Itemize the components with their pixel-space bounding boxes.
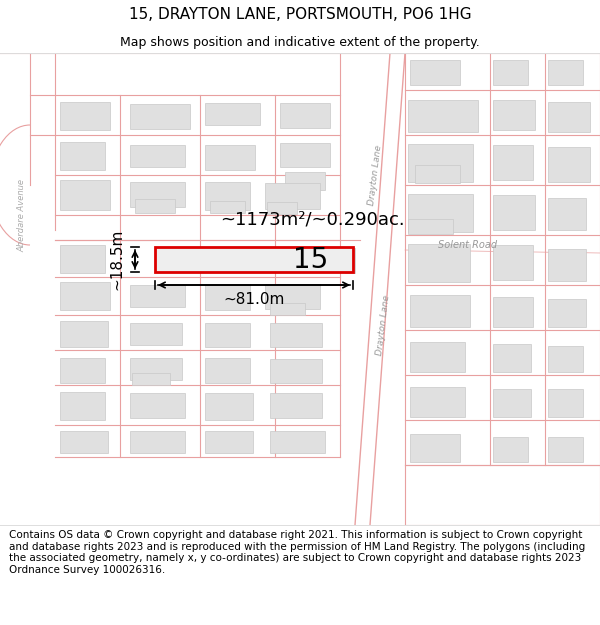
Bar bbox=[410, 295, 470, 327]
Bar bbox=[410, 434, 460, 462]
Bar bbox=[132, 373, 170, 385]
Bar bbox=[548, 299, 586, 327]
Bar bbox=[548, 437, 583, 462]
Bar bbox=[130, 323, 182, 345]
Bar bbox=[60, 321, 108, 347]
Bar bbox=[493, 245, 533, 280]
Bar bbox=[135, 199, 175, 213]
Bar bbox=[408, 144, 473, 182]
Bar bbox=[265, 183, 320, 209]
Bar bbox=[410, 342, 465, 372]
Text: Solent Road: Solent Road bbox=[439, 240, 497, 250]
Bar bbox=[415, 165, 460, 183]
Bar bbox=[130, 182, 185, 207]
Bar bbox=[205, 323, 250, 347]
Text: ~1173m²/~0.290ac.: ~1173m²/~0.290ac. bbox=[220, 211, 404, 229]
Bar bbox=[223, 254, 275, 267]
Bar bbox=[548, 249, 586, 281]
Bar bbox=[548, 147, 590, 182]
Bar bbox=[60, 245, 105, 273]
Bar bbox=[408, 219, 453, 234]
Bar bbox=[130, 431, 185, 453]
Text: Aberdare Avenue: Aberdare Avenue bbox=[17, 179, 26, 251]
Bar bbox=[270, 303, 305, 315]
Bar bbox=[130, 393, 185, 418]
Bar bbox=[60, 282, 110, 310]
Bar bbox=[60, 431, 108, 453]
Bar bbox=[493, 195, 535, 230]
Bar bbox=[548, 198, 586, 230]
Bar bbox=[130, 358, 182, 380]
Bar bbox=[60, 180, 110, 210]
Bar bbox=[493, 100, 535, 130]
Bar bbox=[270, 359, 322, 383]
Bar bbox=[408, 194, 473, 232]
Bar bbox=[493, 145, 533, 180]
Bar bbox=[493, 389, 531, 417]
Bar bbox=[493, 344, 531, 372]
Text: ~18.5m: ~18.5m bbox=[110, 229, 125, 290]
Bar bbox=[548, 102, 590, 132]
Bar bbox=[270, 393, 322, 418]
Bar bbox=[205, 182, 250, 210]
Bar bbox=[493, 297, 533, 327]
Bar bbox=[265, 284, 320, 309]
Bar bbox=[130, 104, 190, 129]
Bar bbox=[205, 285, 250, 310]
Bar bbox=[205, 358, 250, 383]
Bar bbox=[548, 389, 583, 417]
Bar bbox=[270, 323, 322, 347]
Bar bbox=[130, 145, 185, 167]
Text: Map shows position and indicative extent of the property.: Map shows position and indicative extent… bbox=[120, 36, 480, 49]
Bar bbox=[205, 431, 253, 453]
Bar bbox=[60, 142, 105, 170]
Bar bbox=[205, 393, 253, 420]
Bar bbox=[60, 102, 110, 130]
Bar bbox=[210, 201, 245, 213]
Bar bbox=[285, 172, 325, 190]
Bar bbox=[60, 358, 105, 383]
Bar bbox=[408, 100, 478, 132]
Text: ~81.0m: ~81.0m bbox=[223, 291, 284, 306]
Bar bbox=[548, 60, 583, 85]
Bar bbox=[130, 285, 185, 307]
Text: Contains OS data © Crown copyright and database right 2021. This information is : Contains OS data © Crown copyright and d… bbox=[9, 530, 585, 575]
Bar bbox=[548, 346, 583, 372]
Bar bbox=[270, 431, 325, 453]
Text: 15, DRAYTON LANE, PORTSMOUTH, PO6 1HG: 15, DRAYTON LANE, PORTSMOUTH, PO6 1HG bbox=[128, 8, 472, 22]
Bar bbox=[205, 145, 255, 170]
Bar bbox=[160, 251, 208, 269]
Bar bbox=[493, 60, 528, 85]
Bar bbox=[493, 437, 528, 462]
Text: Drayton Lane: Drayton Lane bbox=[367, 144, 383, 206]
Bar bbox=[345, 248, 355, 273]
Bar bbox=[280, 143, 330, 167]
Bar bbox=[280, 103, 330, 128]
Bar bbox=[408, 244, 470, 282]
Bar bbox=[410, 60, 460, 85]
Bar bbox=[410, 387, 465, 417]
Bar bbox=[155, 247, 353, 272]
Bar bbox=[205, 103, 260, 125]
Text: 15: 15 bbox=[293, 246, 329, 274]
Text: Drayton Lane: Drayton Lane bbox=[375, 294, 391, 356]
Bar bbox=[60, 392, 105, 420]
Bar bbox=[267, 202, 297, 214]
